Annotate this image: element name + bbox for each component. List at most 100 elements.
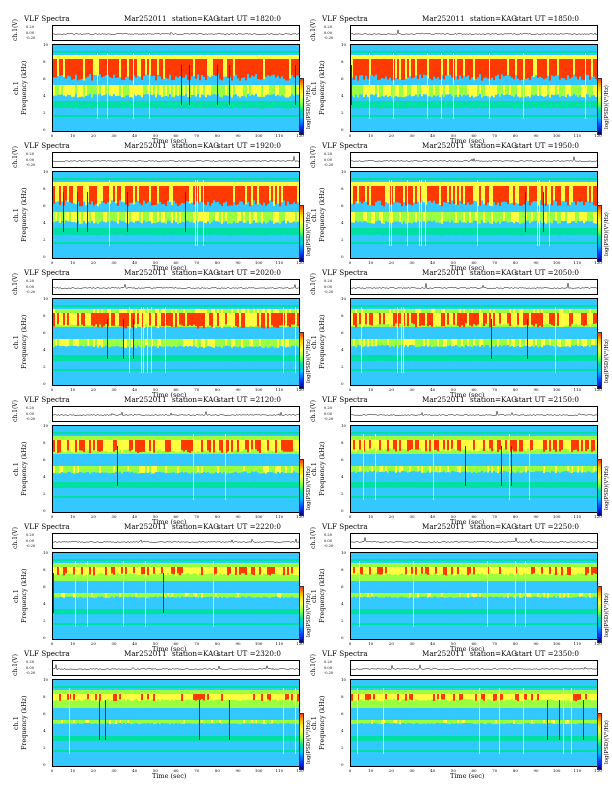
spectral-column-core xyxy=(225,59,227,77)
chart-station: station=KAG xyxy=(172,522,220,531)
spectral-column-low xyxy=(397,482,399,488)
spectral-column-mid xyxy=(231,212,233,224)
frequency-axis-label: ch.1 Frequency (kHz) xyxy=(310,52,340,124)
spectral-column-low xyxy=(123,228,125,235)
spectral-column-mid xyxy=(183,85,185,96)
frequency-axis-label: ch.1 Frequency (kHz) xyxy=(310,306,340,378)
spectral-column-mid xyxy=(57,339,59,346)
chart-station: station=KAG xyxy=(470,395,518,404)
spectral-column-low xyxy=(183,355,185,362)
spectral-column-low xyxy=(511,101,513,109)
spectral-column-low xyxy=(451,228,453,235)
spectral-column-mid xyxy=(377,212,379,221)
spectral-column-low xyxy=(411,355,413,361)
spectral-column-core xyxy=(507,186,509,205)
spectral-column-low xyxy=(577,101,579,109)
spectral-column-low xyxy=(235,482,237,488)
spectral-column-mid xyxy=(179,212,181,223)
spectral-column-core xyxy=(531,440,533,451)
spectral-column-low xyxy=(443,482,445,488)
spectral-column-mid xyxy=(83,212,85,222)
spectral-column-low xyxy=(549,355,551,361)
spectral-column-mid xyxy=(169,212,171,222)
spectral-column-core xyxy=(199,440,201,453)
spectral-column-core xyxy=(597,313,598,323)
spectral-column-core xyxy=(569,313,571,327)
spectral-column-core xyxy=(383,313,385,325)
upper-band xyxy=(351,178,597,180)
spectral-column-low xyxy=(145,228,147,235)
spectral-column-mid xyxy=(69,466,71,472)
spectral-column-low xyxy=(467,482,469,488)
spectral-column-mid xyxy=(65,339,67,347)
spectral-column-core xyxy=(399,440,401,451)
spectral-column-core xyxy=(167,186,169,201)
spectral-column-core xyxy=(247,59,249,75)
spectral-column-core xyxy=(135,440,137,452)
upper-band xyxy=(53,51,299,53)
waveform-plot xyxy=(350,279,598,295)
time-tick-label: 110 xyxy=(275,514,284,519)
spectral-column-low xyxy=(429,482,431,488)
spectral-column-low xyxy=(261,355,263,362)
spectral-column-core xyxy=(443,186,445,203)
spectral-column-core xyxy=(569,59,571,79)
spectral-column-core xyxy=(245,567,247,575)
spectral-column-low xyxy=(125,482,127,488)
time-tick-label: 120 xyxy=(296,387,304,392)
spectral-column-core xyxy=(355,440,357,452)
spectral-column-low xyxy=(127,101,129,108)
spectral-column-mid xyxy=(227,466,229,473)
spectral-column-low xyxy=(503,228,505,235)
spectral-column-mid xyxy=(247,593,249,597)
spectral-column-mid xyxy=(441,339,443,347)
spectral-column-mid xyxy=(159,212,161,222)
spectral-column-mid xyxy=(465,212,467,223)
spectral-column-core xyxy=(159,313,161,325)
spectral-column-mid xyxy=(389,466,391,472)
spectral-column-mid xyxy=(579,466,581,472)
spectral-column-mid xyxy=(361,212,363,223)
spectral-column-mid xyxy=(459,85,461,95)
spectral-column-low xyxy=(271,482,273,488)
waveform-tick-label: -0.20 xyxy=(26,544,36,548)
spectral-column-mid xyxy=(443,466,445,472)
spectral-column-core xyxy=(115,440,117,450)
frequency-tick-label: 10 xyxy=(43,296,49,301)
frequency-tick-label: 8 xyxy=(43,567,46,572)
spectral-column-low xyxy=(593,482,595,488)
spectral-column-core xyxy=(77,59,79,81)
spectral-column-core xyxy=(463,59,465,76)
frequency-tick-label: 4 xyxy=(43,347,46,352)
spectral-column-low xyxy=(437,482,439,488)
spectral-column-mid xyxy=(139,85,141,96)
spectral-column-mid xyxy=(223,593,225,597)
spectral-column-core xyxy=(479,186,481,206)
spectral-column-low xyxy=(425,355,427,361)
spectral-column-core xyxy=(195,567,197,574)
frequency-tick-label: 0 xyxy=(43,381,46,386)
spectral-column-mid xyxy=(125,466,127,472)
spectral-column-mid xyxy=(381,212,383,224)
spectral-column-core xyxy=(63,59,65,77)
spectral-column-mid xyxy=(491,466,493,473)
spectral-column-low xyxy=(211,101,213,108)
spectral-column-core xyxy=(491,186,493,207)
spectral-column-mid xyxy=(287,593,289,598)
spectral-column-low xyxy=(491,101,493,109)
spectral-column-low xyxy=(579,228,581,235)
spectral-column-mid xyxy=(475,466,477,473)
spectral-column-mid xyxy=(501,339,503,347)
spectral-column-low xyxy=(507,482,509,488)
spectral-column-core xyxy=(579,59,581,77)
spectral-column-core xyxy=(251,440,253,450)
spectral-column-core xyxy=(99,186,101,204)
spectral-column-mid xyxy=(151,593,153,598)
spectral-column-low xyxy=(505,101,507,108)
spectral-column-low xyxy=(259,355,261,362)
spectral-column-low xyxy=(225,355,227,361)
spectral-column-low xyxy=(403,482,405,488)
spectral-column-low xyxy=(377,101,379,109)
spectral-column-low xyxy=(247,355,249,362)
spectral-column-mid xyxy=(421,466,423,473)
